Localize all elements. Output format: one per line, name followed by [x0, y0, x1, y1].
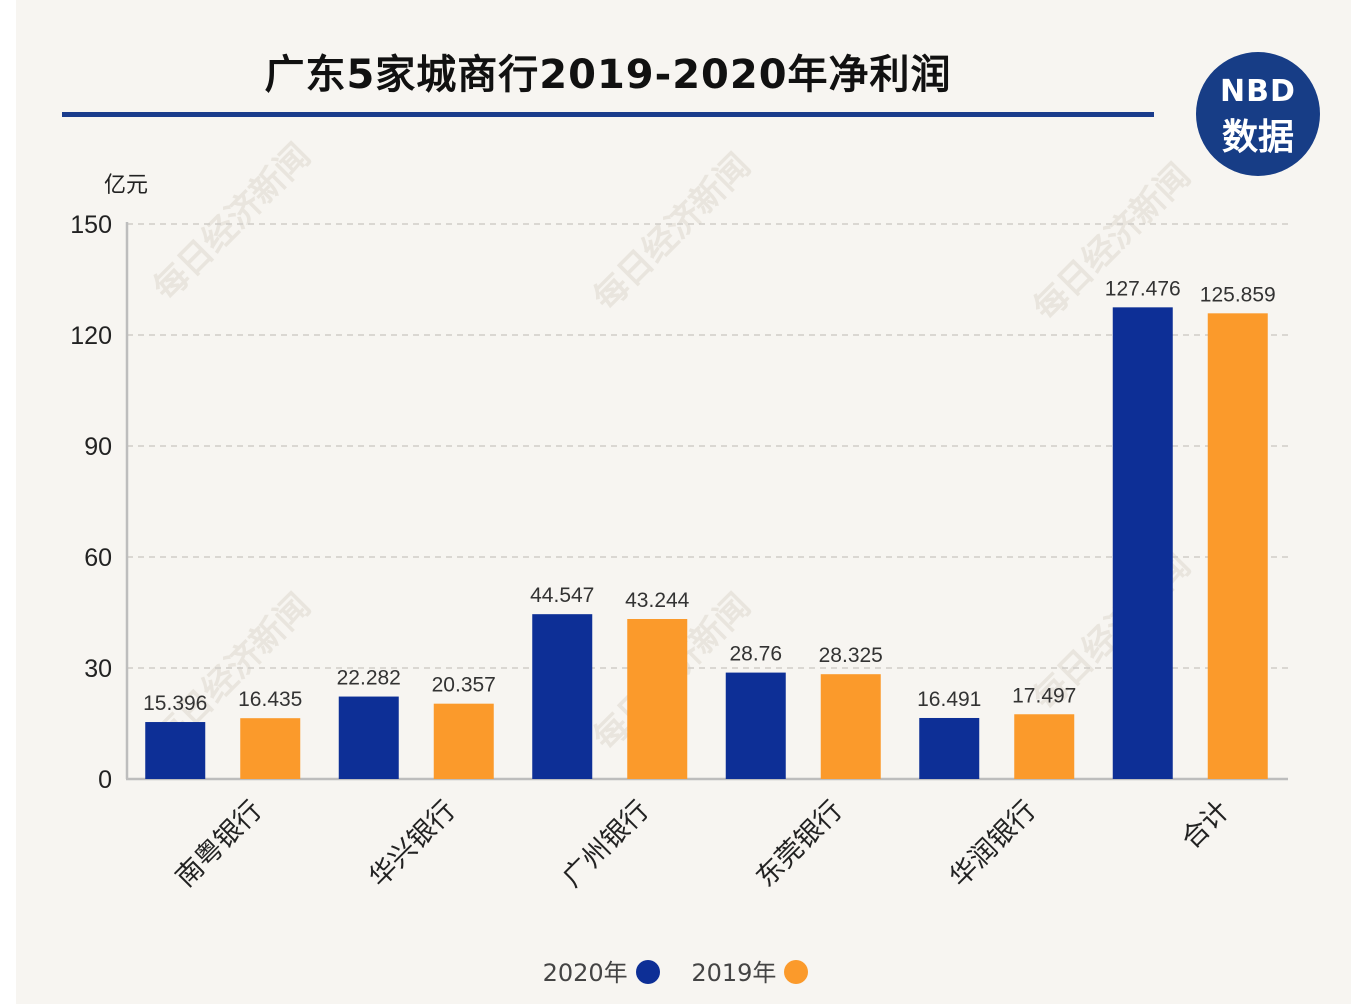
- bar-2019: [433, 703, 494, 779]
- y-tick-label: 90: [84, 433, 112, 461]
- bar-2020: [919, 717, 980, 779]
- watermark-text: 每日经济新闻: [146, 136, 319, 309]
- bar-2019: [240, 718, 301, 779]
- legend: 2020年 2019年: [0, 953, 1351, 988]
- watermark-text: 每日经济新闻: [1026, 156, 1199, 329]
- bar-2019: [627, 618, 688, 779]
- x-category-label: 华兴银行: [363, 795, 461, 893]
- data-label: 22.282: [337, 667, 401, 690]
- nbd-data-logo: NBD 数据: [1196, 52, 1320, 176]
- y-tick-label: 60: [84, 544, 112, 572]
- y-tick-label: 30: [84, 655, 112, 683]
- legend-item-2019: 2019年: [691, 953, 809, 988]
- y-tick-label: 150: [70, 211, 112, 239]
- bar-2020: [1112, 307, 1173, 779]
- data-label: 28.325: [819, 644, 883, 667]
- y-unit-label: 亿元: [104, 173, 148, 198]
- y-tick-label: 0: [98, 766, 112, 794]
- bar-2019: [1014, 714, 1075, 779]
- x-category-label: 南粤银行: [170, 795, 268, 893]
- bar-2020: [338, 696, 399, 779]
- bar-2019: [820, 674, 881, 779]
- title-underline: [62, 112, 1154, 117]
- data-label: 127.476: [1105, 277, 1181, 300]
- legend-item-2020: 2020年: [543, 953, 660, 988]
- chart-title: 广东5家城商行2019-2020年净利润: [264, 52, 952, 98]
- legend-swatch-2019: [784, 960, 809, 984]
- logo-text-data: 数据: [1221, 117, 1294, 158]
- data-label: 16.435: [238, 688, 302, 711]
- legend-label-2019: 2019年: [691, 959, 777, 987]
- watermark-text: 每日经济新闻: [586, 146, 759, 319]
- data-label: 15.396: [143, 692, 207, 715]
- data-label: 44.547: [530, 584, 594, 607]
- data-label: 125.859: [1200, 283, 1276, 306]
- data-label: 43.244: [625, 589, 690, 612]
- x-category-label: 广州银行: [557, 795, 655, 893]
- y-tick-label: 120: [70, 322, 112, 350]
- x-category-label: 东莞银行: [750, 795, 848, 893]
- bar-2020: [145, 722, 206, 779]
- bar-2020: [725, 672, 786, 779]
- data-label: 16.491: [917, 688, 981, 711]
- data-label: 20.357: [432, 674, 496, 697]
- legend-swatch-2020: [635, 960, 660, 984]
- bar-2019: [1207, 313, 1268, 779]
- bar-2020: [532, 614, 593, 779]
- data-label: 17.497: [1012, 684, 1076, 707]
- data-label: 28.76: [729, 643, 782, 666]
- x-category-label: 华润银行: [944, 795, 1042, 893]
- x-category-label: 合计: [1176, 795, 1236, 855]
- legend-label-2020: 2020年: [542, 959, 628, 987]
- logo-text-nbd: NBD: [1220, 74, 1296, 109]
